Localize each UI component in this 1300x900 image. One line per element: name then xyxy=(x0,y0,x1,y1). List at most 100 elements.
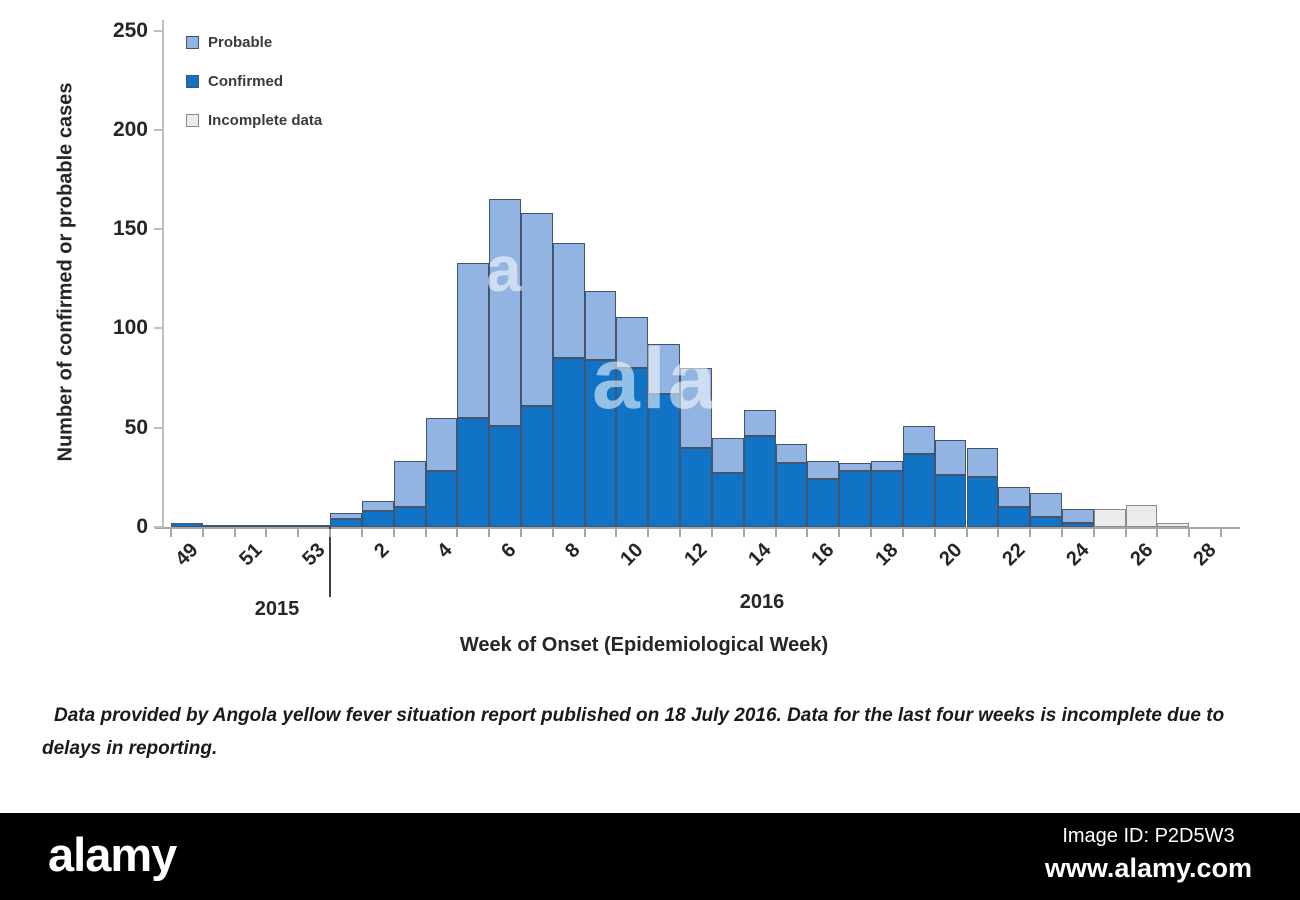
confirmed-bar-segment xyxy=(680,447,712,527)
x-tick-label: 51 xyxy=(234,539,267,571)
x-axis-tick xyxy=(201,529,204,537)
confirmed-bar-segment xyxy=(711,473,744,527)
x-axis-tick xyxy=(774,529,777,537)
confirmed-bar-segment xyxy=(998,507,1031,527)
confirmed-bar-segment xyxy=(489,425,521,527)
x-tick-label: 53 xyxy=(298,539,330,571)
x-tick-label: 20 xyxy=(934,539,967,571)
x-axis-tick xyxy=(870,529,873,537)
x-tick-label: 49 xyxy=(171,539,203,571)
x-axis-tick xyxy=(170,529,172,537)
incomplete-data-bar-segment xyxy=(1125,505,1158,527)
confirmed-bar-segment xyxy=(584,360,617,527)
x-axis-tick xyxy=(710,529,713,537)
x-tick-label: 22 xyxy=(998,539,1030,571)
probable-bar-segment xyxy=(998,487,1031,508)
alamy-logo: alamy xyxy=(48,828,177,881)
x-tick-label: 12 xyxy=(680,539,712,571)
x-tick-label: 6 xyxy=(497,539,521,563)
probable-bar-segment xyxy=(584,290,617,361)
confirmed-bar-segment xyxy=(902,453,935,527)
confirmed-bar-segment xyxy=(521,405,553,527)
y-axis-tick xyxy=(154,128,163,131)
x-axis-tick xyxy=(265,529,268,537)
x-axis-tick xyxy=(1188,529,1191,537)
x-axis-tick xyxy=(647,529,650,537)
probable-swatch-icon xyxy=(186,36,199,49)
probable-bar-segment xyxy=(807,461,840,480)
probable-bar-segment xyxy=(648,344,681,394)
legend-item-incomplete: Incomplete data xyxy=(186,112,322,129)
x-tick-label: 4 xyxy=(433,539,458,563)
confirmed-bar-segment xyxy=(1030,517,1062,527)
x-axis-tick xyxy=(838,529,841,537)
probable-bar-segment xyxy=(711,437,744,474)
x-axis-tick xyxy=(583,529,586,537)
x-tick-label: 18 xyxy=(871,539,903,571)
confirmed-bar-segment xyxy=(775,463,808,527)
x-tick-label: 10 xyxy=(616,539,648,571)
confirmed-bar-segment xyxy=(616,368,649,527)
chart-area: Number of confirmed or probable cases Pr… xyxy=(54,18,1240,656)
y-axis-title: Number of confirmed or probable cases xyxy=(54,82,77,462)
x-tick-label: 16 xyxy=(807,539,839,571)
confirmed-bar-segment xyxy=(266,525,299,527)
probable-bar-segment xyxy=(457,262,490,418)
image-id-text: Image ID: P2D5W3 xyxy=(1062,825,1235,847)
incomplete-swatch-icon xyxy=(186,114,199,127)
y-axis-tick xyxy=(154,228,163,231)
x-axis-tick xyxy=(901,529,904,537)
confirmed-bar-segment xyxy=(202,525,235,527)
x-axis-tick xyxy=(1092,529,1095,537)
footer-info: Image ID: P2D5W3 www.alamy.com xyxy=(1045,825,1252,884)
legend-label: Incomplete data xyxy=(208,112,323,129)
year-label-2015: 2015 xyxy=(254,598,300,620)
x-axis-tick xyxy=(233,529,236,537)
x-axis-tick xyxy=(329,529,332,537)
incomplete-data-bar-segment xyxy=(1093,509,1126,527)
confirmed-bar-segment xyxy=(330,519,362,527)
confirmed-bar-segment xyxy=(934,475,967,527)
probable-bar-segment xyxy=(489,199,521,426)
y-axis-tick xyxy=(154,426,163,429)
probable-bar-segment xyxy=(552,243,585,359)
x-axis-tick xyxy=(392,529,395,537)
probable-bar-segment xyxy=(839,463,872,472)
confirmed-bar-segment xyxy=(839,471,872,527)
confirmed-bar-segment xyxy=(807,479,840,527)
probable-bar-segment xyxy=(1030,493,1062,518)
confirmed-bar-segment xyxy=(743,435,776,527)
x-tick-label: 26 xyxy=(1125,539,1158,571)
x-tick-label: 24 xyxy=(1062,539,1094,571)
x-axis-tick xyxy=(933,529,936,537)
x-axis-tick xyxy=(424,529,427,537)
probable-bar-segment xyxy=(361,501,394,512)
confirmed-bar-segment xyxy=(298,525,331,527)
probable-bar-segment xyxy=(521,213,553,406)
y-axis-line xyxy=(162,20,164,527)
y-axis-tick xyxy=(154,327,163,330)
y-tick-label: 50 xyxy=(124,415,148,439)
x-axis-tick xyxy=(615,529,618,537)
x-tick-label: 8 xyxy=(560,539,585,563)
y-tick-label: 100 xyxy=(112,316,148,340)
probable-bar-segment xyxy=(1061,509,1094,524)
probable-bar-segment xyxy=(775,443,808,464)
probable-bar-segment xyxy=(743,409,776,436)
confirmed-bar-segment xyxy=(171,523,203,527)
y-tick-label: 0 xyxy=(136,515,148,538)
x-axis-tick xyxy=(997,529,1000,537)
x-axis-title: Week of Onset (Epidemiological Week) xyxy=(459,634,829,656)
legend-label: Probable xyxy=(208,34,273,51)
confirmed-swatch-icon xyxy=(186,75,199,88)
x-axis-line xyxy=(155,527,1240,529)
y-tick-label: 250 xyxy=(112,18,148,42)
confirmed-bar-segment xyxy=(648,393,681,527)
confirmed-bar-segment xyxy=(1061,523,1094,527)
legend: Probable Confirmed Incomplete data xyxy=(186,34,322,151)
confirmed-bar-segment xyxy=(361,511,394,527)
x-axis-tick xyxy=(520,529,523,537)
x-axis-tick xyxy=(1124,529,1127,537)
alamy-url-text: www.alamy.com xyxy=(1044,853,1252,883)
x-axis-tick xyxy=(1220,529,1223,537)
